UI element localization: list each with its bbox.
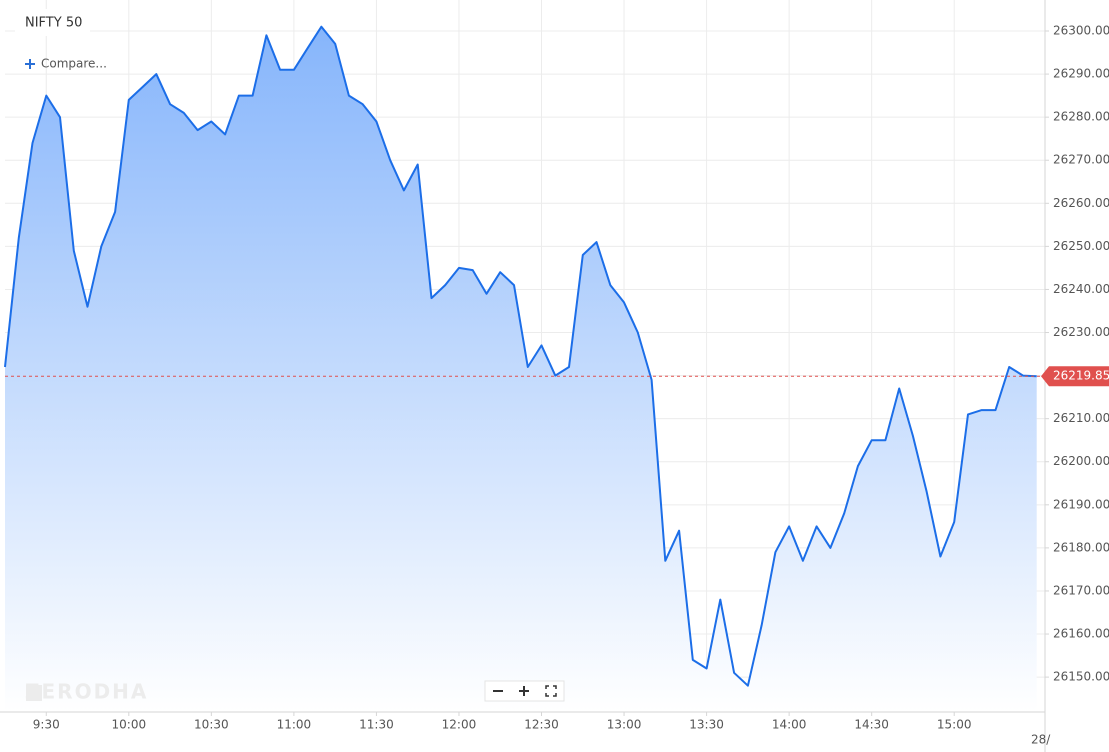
y-tick-label: 26180.00 bbox=[1053, 540, 1109, 554]
y-tick-label: 26290.00 bbox=[1053, 67, 1109, 81]
y-tick-label: 26260.00 bbox=[1053, 196, 1109, 210]
x-tick-label: 13:00 bbox=[607, 718, 642, 732]
compare-button[interactable]: Compare... bbox=[25, 57, 107, 71]
x-tick-label: 10:30 bbox=[194, 718, 229, 732]
price-line bbox=[4, 25, 1037, 687]
x-tick-label: 12:00 bbox=[442, 718, 477, 732]
y-tick-label: 26200.00 bbox=[1053, 454, 1109, 468]
y-tick-label: 26170.00 bbox=[1053, 583, 1109, 597]
y-tick-label: 26270.00 bbox=[1053, 153, 1109, 167]
chart-title: NIFTY 50 bbox=[25, 16, 82, 31]
area-fill bbox=[5, 26, 1037, 712]
y-tick-label: 26150.00 bbox=[1053, 670, 1109, 684]
x-tick-label: 12:30 bbox=[524, 718, 559, 732]
y-tick-label: 26280.00 bbox=[1053, 110, 1109, 124]
y-tick-label: 26210.00 bbox=[1053, 411, 1109, 425]
x-tick-label: 14:30 bbox=[854, 718, 889, 732]
axes: 26150.00 26160.00 26170.00 26180.00 26190.00… bbox=[33, 24, 1109, 732]
fullscreen[interactable] bbox=[545, 685, 557, 697]
zoom-controls bbox=[484, 680, 565, 702]
x-tick-label: 15:00 bbox=[937, 718, 972, 732]
x-tick-label: 11:00 bbox=[277, 718, 312, 732]
y-tick-label: 26230.00 bbox=[1053, 325, 1109, 339]
watermark: ZERODHA bbox=[25, 680, 148, 704]
compare-label[interactable]: Compare... bbox=[41, 57, 107, 71]
x-tick-label: 11:30 bbox=[359, 718, 394, 732]
y-tick-label: 26240.00 bbox=[1053, 282, 1109, 296]
y-tick-label: 26250.00 bbox=[1053, 239, 1109, 253]
y-tick-label: 26190.00 bbox=[1053, 497, 1109, 511]
plot bbox=[4, 25, 1045, 712]
last-price-label: 26219.85 bbox=[1053, 369, 1109, 383]
next-day-label: 28/ bbox=[1031, 733, 1051, 747]
title-box bbox=[15, 9, 90, 36]
y-tick-label: 26160.00 bbox=[1053, 627, 1109, 641]
x-tick-label: 13:30 bbox=[689, 718, 724, 732]
x-tick-label: 10:00 bbox=[112, 718, 147, 732]
x-tick-label: 9:30 bbox=[33, 718, 60, 732]
watermark-logo bbox=[26, 685, 42, 701]
last-price-tag bbox=[1041, 366, 1109, 387]
x-tick-label: 14:00 bbox=[772, 718, 807, 732]
y-tick-label: 26300.00 bbox=[1053, 24, 1109, 38]
